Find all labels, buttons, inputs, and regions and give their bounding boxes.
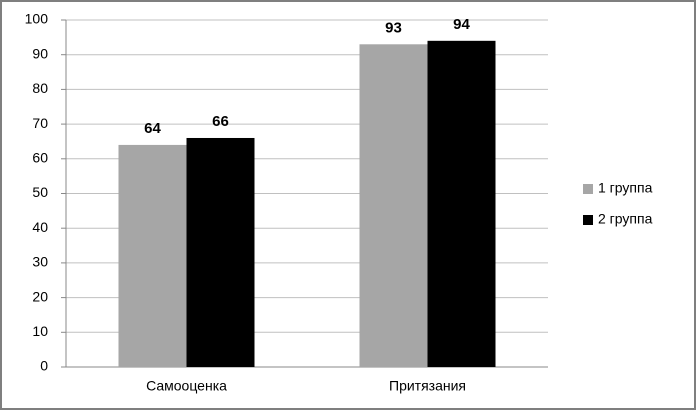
- y-tick-label: 50: [32, 184, 48, 200]
- bar: [427, 40, 496, 367]
- legend-label: 2 группа: [598, 211, 653, 227]
- y-tick-label: 0: [40, 358, 48, 374]
- y-tick-label: 100: [25, 11, 49, 27]
- y-tick-label: 40: [32, 219, 48, 235]
- data-label: 66: [212, 113, 229, 130]
- legend-swatch: [583, 184, 593, 194]
- data-label: 64: [144, 120, 161, 137]
- y-tick-label: 20: [32, 288, 48, 304]
- y-tick-label: 10: [32, 323, 48, 339]
- data-label: 94: [453, 16, 470, 33]
- data-label: 93: [385, 19, 402, 36]
- bar: [118, 144, 187, 367]
- x-tick-label: Самооценка: [146, 378, 227, 394]
- y-tick-label: 90: [32, 45, 48, 61]
- x-tick-label: Притязания: [389, 378, 466, 394]
- legend-swatch: [583, 215, 593, 225]
- y-tick-label: 30: [32, 254, 48, 270]
- bar: [186, 137, 255, 367]
- legend-label: 1 группа: [598, 180, 653, 196]
- bar: [359, 44, 428, 367]
- y-tick-label: 70: [32, 115, 48, 131]
- y-tick-label: 80: [32, 80, 48, 96]
- y-tick-label: 60: [32, 150, 48, 166]
